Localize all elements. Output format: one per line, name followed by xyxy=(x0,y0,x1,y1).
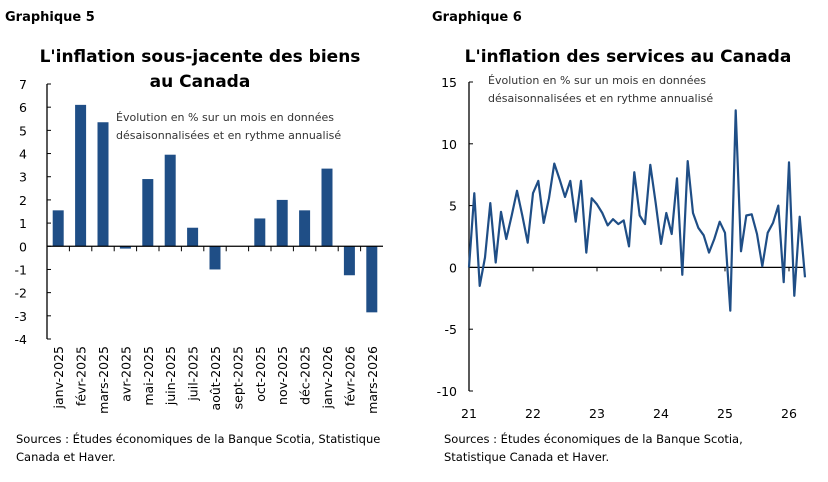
x-tick-label: janv-2026 xyxy=(320,346,335,409)
x-tick-label: janv-2025 xyxy=(51,346,66,409)
x-tick-label: mars-2025 xyxy=(96,346,111,414)
chart-6-subtitle-line-1: Évolution en % sur un mois en données xyxy=(488,74,706,87)
y-tick-label: -4 xyxy=(15,332,28,347)
x-tick-label: juil-2025 xyxy=(186,346,201,402)
x-tick-label: août-2025 xyxy=(208,346,223,410)
chart-6: Graphique 6 L'inflation des services au … xyxy=(432,10,807,464)
bar xyxy=(142,179,154,247)
bar xyxy=(343,246,355,276)
bar xyxy=(187,227,199,247)
x-tick-label: 25 xyxy=(717,406,733,421)
chart-6-subtitle-line-2: désaisonnalisées et en rythme annualisé xyxy=(488,92,713,105)
chart-5-subtitle-line-1: Évolution en % sur un mois en données xyxy=(116,111,334,124)
bar xyxy=(276,199,288,247)
y-tick-label: 7 xyxy=(19,77,27,92)
services-inflation-line xyxy=(467,109,807,312)
y-tick-label: -5 xyxy=(445,322,457,337)
x-tick-label: oct-2025 xyxy=(253,346,268,402)
x-tick-label: sept-2025 xyxy=(230,346,245,409)
y-tick-label: 4 xyxy=(19,147,27,162)
bar xyxy=(299,210,311,247)
y-tick-label: -3 xyxy=(15,309,27,324)
y-tick-label: 3 xyxy=(19,170,27,185)
x-tick-label: févr-2026 xyxy=(342,346,357,406)
bar xyxy=(119,246,131,249)
y-tick-label: 5 xyxy=(449,199,457,214)
bar xyxy=(209,246,221,270)
chart-5-subtitle-line-2: désaisonnalisées et en rythme annualisé xyxy=(116,129,341,142)
y-tick-label: 15 xyxy=(441,75,457,90)
chart-5-source-line-1: Sources : Études économiques de la Banqu… xyxy=(16,431,380,446)
x-tick-label: mars-2026 xyxy=(365,346,380,414)
y-tick-label: 10 xyxy=(441,137,457,152)
bar xyxy=(97,122,109,247)
chart-6-source-line-2: Statistique Canada et Haver. xyxy=(444,450,609,464)
x-tick-label: 22 xyxy=(525,406,541,421)
y-tick-label: 1 xyxy=(19,216,27,231)
chart-5: Graphique 5 L'inflation sous-jacente des… xyxy=(5,10,383,464)
chart-5-header: Graphique 5 xyxy=(5,10,95,25)
y-tick-label: 0 xyxy=(449,260,457,275)
x-tick-label: 23 xyxy=(589,406,605,421)
bar xyxy=(75,104,87,247)
y-tick-label: 2 xyxy=(19,193,27,208)
bar xyxy=(366,246,378,313)
y-tick-label: 0 xyxy=(19,239,27,254)
x-tick-label: mai-2025 xyxy=(141,346,156,406)
chart-5-source-line-2: Canada et Haver. xyxy=(16,450,116,464)
chart-5-title-line-2: au Canada xyxy=(150,72,251,92)
x-tick-label: 26 xyxy=(781,406,797,421)
y-tick-label: -2 xyxy=(15,286,27,301)
x-tick-label: févr-2025 xyxy=(74,346,89,406)
y-tick-label: -10 xyxy=(437,384,457,399)
chart-6-source-line-1: Sources : Études économiques de la Banqu… xyxy=(444,431,743,446)
bar xyxy=(321,168,333,247)
x-tick-label: 24 xyxy=(653,406,669,421)
y-tick-label: -1 xyxy=(15,262,27,277)
bar xyxy=(254,218,266,247)
y-tick-label: 6 xyxy=(19,100,27,115)
y-tick-label: 5 xyxy=(19,123,27,138)
chart-6-title: L'inflation des services au Canada xyxy=(465,47,792,67)
bar xyxy=(164,154,176,247)
chart-6-header: Graphique 6 xyxy=(432,10,522,25)
x-tick-label: avr-2025 xyxy=(118,346,133,402)
x-tick-label: 21 xyxy=(461,406,477,421)
bar xyxy=(52,210,64,247)
x-tick-label: nov-2025 xyxy=(275,346,290,405)
x-tick-label: déc-2025 xyxy=(298,346,313,405)
x-tick-label: juin-2025 xyxy=(163,346,178,406)
chart-5-title-line-1: L'inflation sous-jacente des biens xyxy=(40,47,361,67)
